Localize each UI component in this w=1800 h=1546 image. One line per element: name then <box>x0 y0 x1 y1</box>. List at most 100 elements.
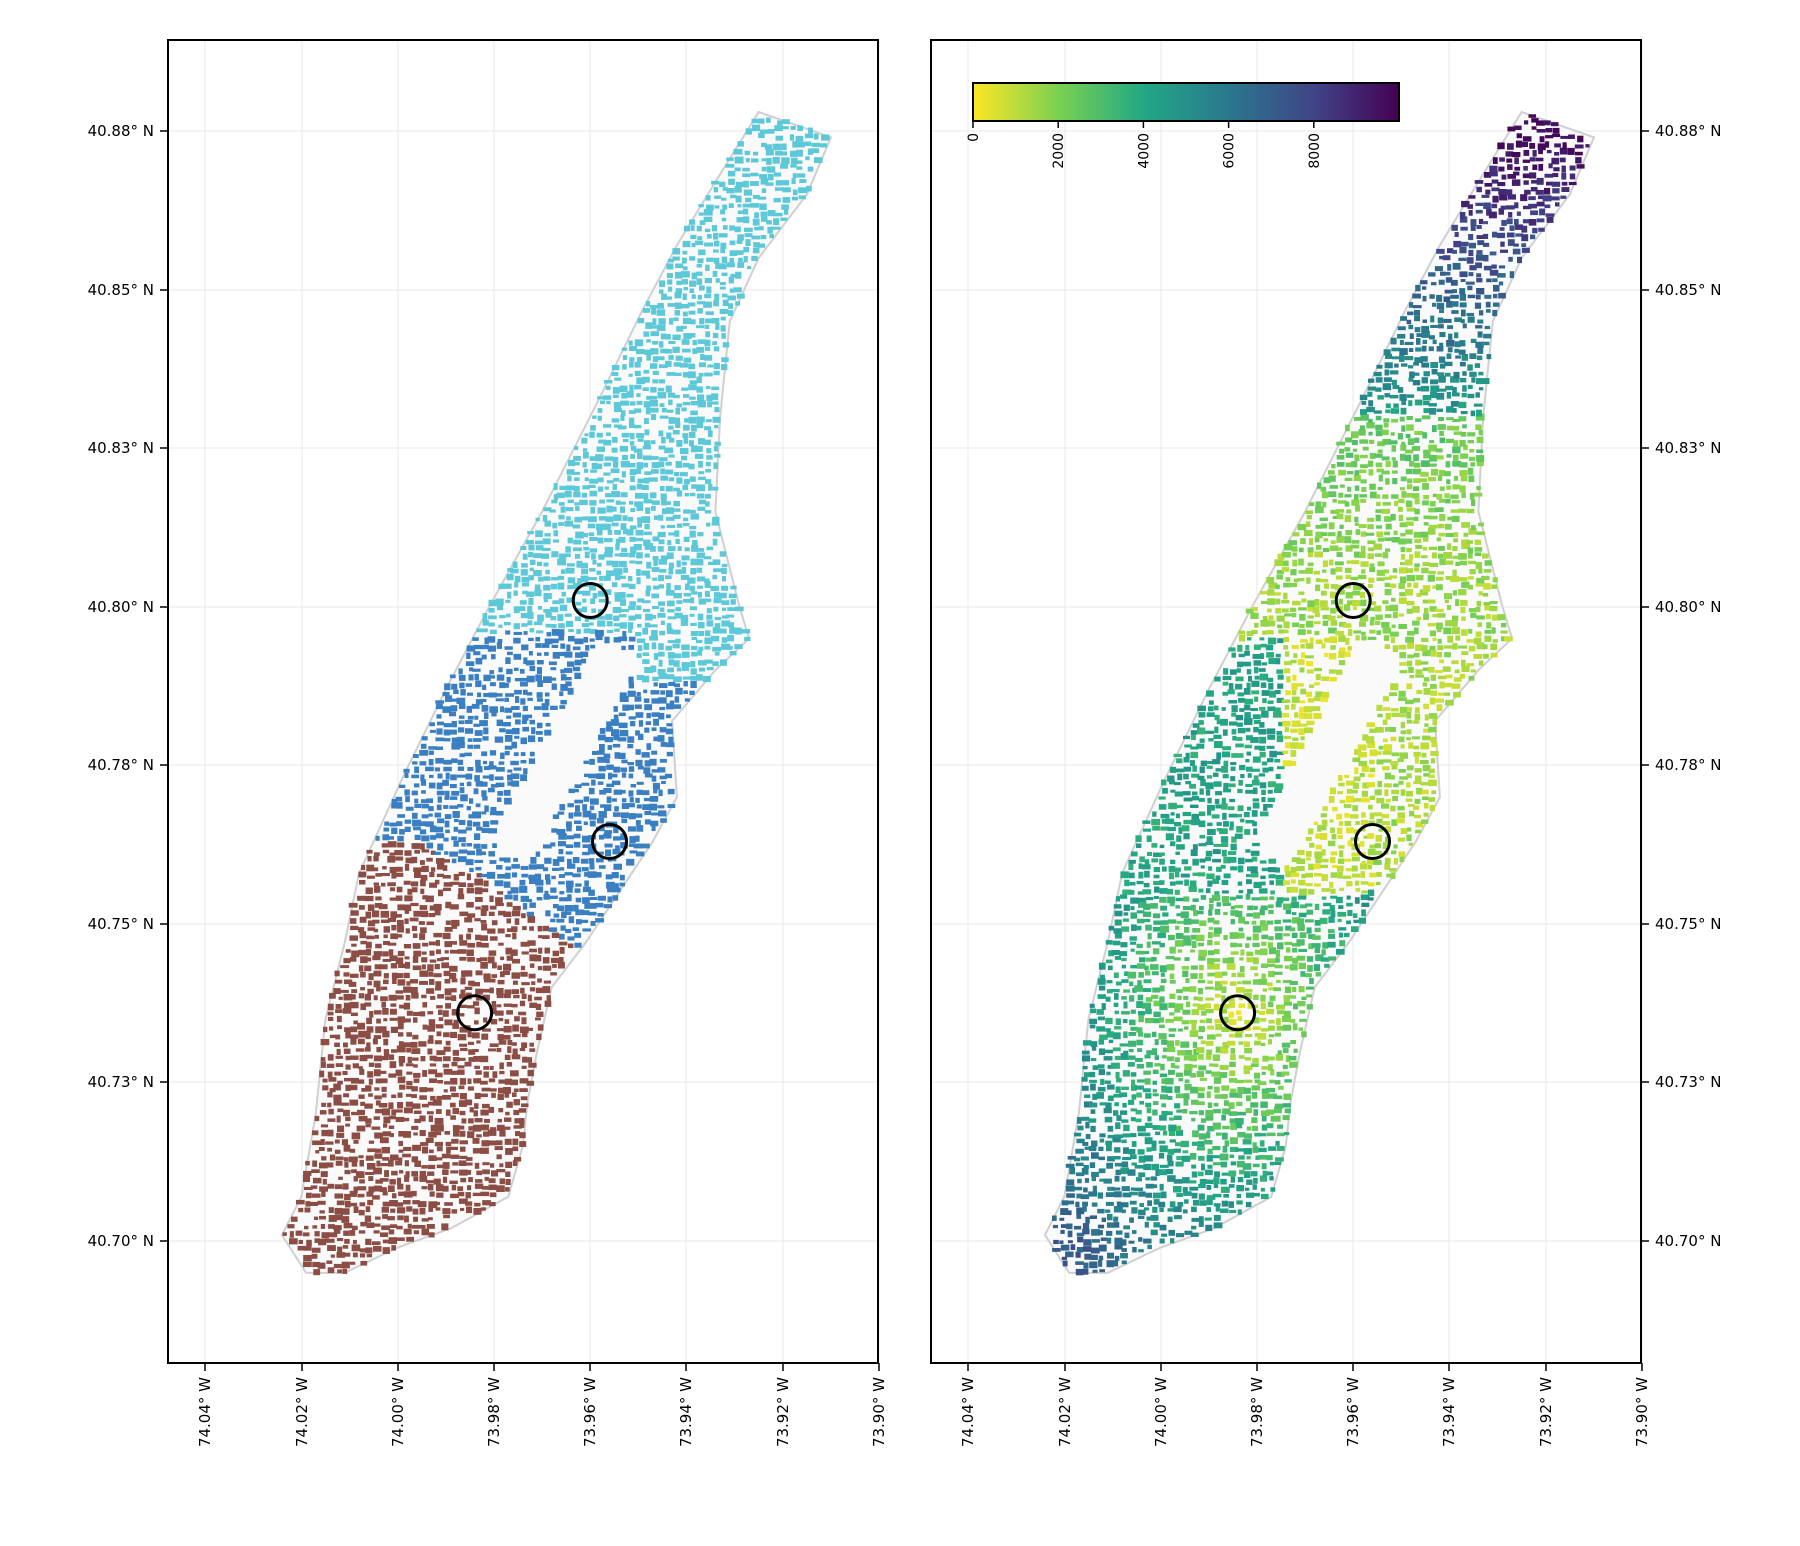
building <box>413 1176 419 1182</box>
left-map-area <box>280 110 833 1276</box>
building <box>665 349 672 354</box>
building <box>1315 857 1322 864</box>
building <box>391 1049 397 1053</box>
building <box>646 395 652 400</box>
building <box>1230 1123 1237 1130</box>
building <box>336 1048 341 1055</box>
building <box>1237 1177 1244 1183</box>
building <box>443 1032 450 1038</box>
building <box>404 772 409 778</box>
building <box>429 774 434 778</box>
building <box>404 1175 410 1182</box>
building <box>651 750 658 755</box>
building <box>544 1000 552 1007</box>
building <box>435 1124 444 1132</box>
building <box>1369 749 1378 757</box>
building <box>635 632 642 637</box>
building <box>426 842 434 849</box>
building <box>452 1108 459 1115</box>
building <box>1220 836 1229 843</box>
building <box>352 1225 358 1231</box>
building <box>1315 844 1322 850</box>
building <box>1245 759 1250 763</box>
building <box>445 1040 451 1046</box>
building <box>503 583 512 589</box>
building <box>1285 742 1291 749</box>
building <box>520 965 526 971</box>
building <box>374 1063 382 1068</box>
building <box>327 1011 334 1016</box>
building <box>651 698 660 704</box>
building <box>1083 1164 1089 1169</box>
building <box>567 537 573 544</box>
building <box>427 1101 435 1106</box>
building <box>498 1079 506 1084</box>
building <box>1191 1206 1197 1213</box>
building <box>658 584 664 589</box>
building <box>369 1011 374 1018</box>
building <box>737 141 744 147</box>
building <box>529 902 536 908</box>
building <box>490 806 497 812</box>
building <box>1285 1055 1290 1062</box>
building <box>410 1041 418 1048</box>
building <box>475 906 481 910</box>
building <box>1215 875 1221 880</box>
building <box>327 1091 333 1098</box>
building <box>657 387 665 392</box>
building <box>583 821 588 826</box>
building <box>1128 1040 1137 1047</box>
building <box>435 981 442 988</box>
building <box>505 1111 510 1116</box>
building <box>622 631 627 638</box>
building <box>465 683 472 687</box>
building <box>1258 1147 1267 1153</box>
building <box>674 372 682 376</box>
building <box>365 1118 372 1124</box>
building <box>551 624 557 629</box>
building <box>414 1118 421 1123</box>
building <box>1272 711 1282 718</box>
building <box>366 1163 376 1170</box>
building <box>558 598 565 604</box>
building <box>1301 1031 1307 1038</box>
building <box>303 1246 312 1251</box>
building <box>668 659 675 666</box>
building <box>405 857 414 864</box>
building <box>572 927 579 931</box>
building <box>327 1129 334 1137</box>
building <box>512 1024 519 1032</box>
building <box>1229 821 1234 828</box>
building <box>714 240 720 247</box>
building <box>395 796 403 802</box>
building <box>684 547 690 552</box>
building <box>365 1247 373 1254</box>
building <box>513 623 520 630</box>
building <box>582 867 589 872</box>
building <box>373 1185 382 1192</box>
building <box>520 737 527 745</box>
building <box>1162 787 1168 794</box>
building <box>396 866 403 872</box>
building <box>603 472 611 476</box>
building <box>1151 818 1160 826</box>
building <box>403 880 411 885</box>
building <box>535 1017 541 1021</box>
building <box>1258 978 1268 985</box>
building <box>596 432 603 438</box>
building <box>697 613 704 621</box>
building <box>349 1190 358 1197</box>
building <box>690 225 695 231</box>
building <box>420 1056 426 1062</box>
building <box>1236 826 1243 833</box>
building <box>1252 1184 1257 1190</box>
building <box>420 821 426 827</box>
building <box>1175 851 1180 855</box>
building <box>459 782 464 787</box>
building <box>433 1056 442 1062</box>
building <box>518 1108 527 1113</box>
building <box>1159 1224 1167 1231</box>
building <box>379 1178 389 1182</box>
building <box>599 575 604 581</box>
building <box>1151 843 1158 848</box>
